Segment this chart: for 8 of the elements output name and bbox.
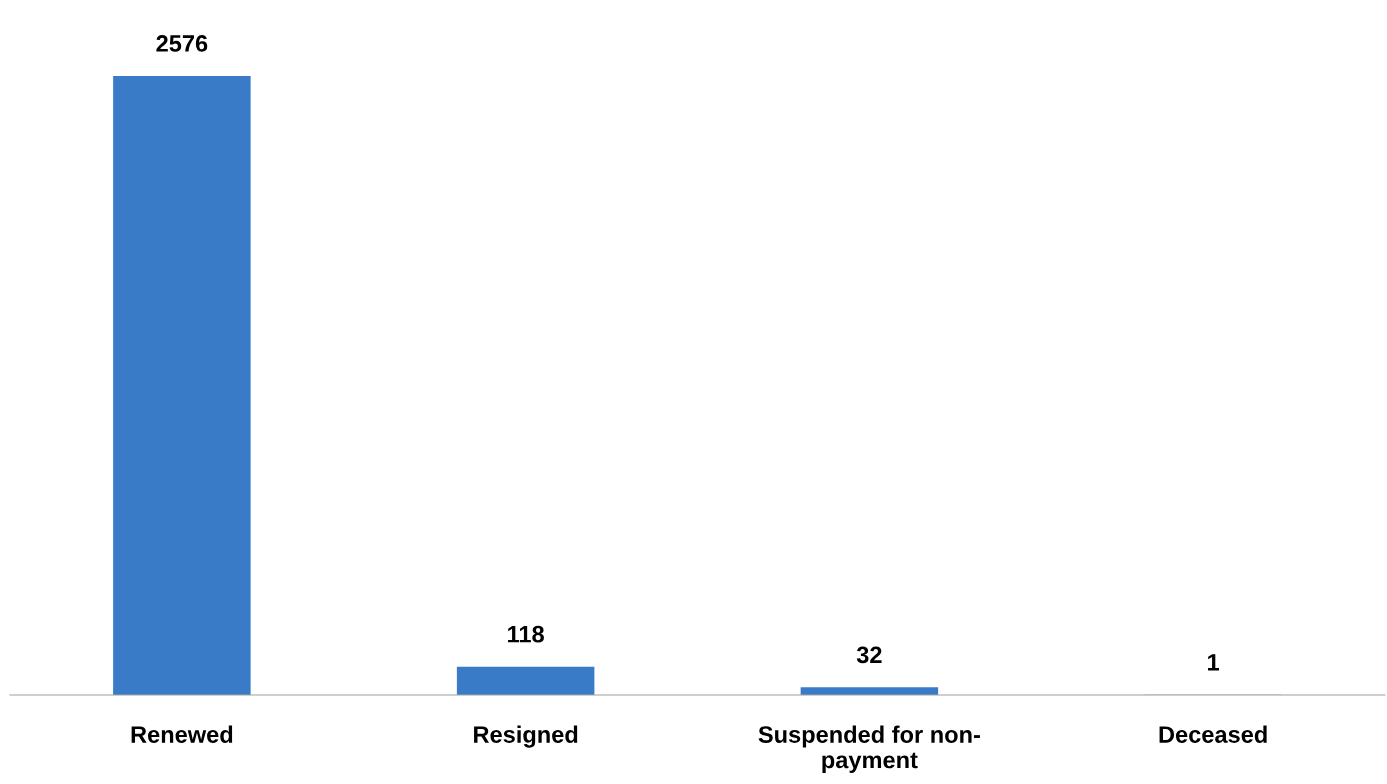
x-tick-label: Resigned	[474, 725, 578, 748]
data-label: 2576	[156, 35, 208, 52]
data-label: 32	[856, 646, 882, 664]
x-tick-label: Suspended for non- payment	[758, 725, 980, 773]
x-tick-label: Deceased	[1159, 725, 1267, 743]
data-label: 118	[508, 625, 544, 643]
data-label: 1	[1208, 654, 1220, 671]
x-tick-label: Renewed	[131, 725, 233, 743]
